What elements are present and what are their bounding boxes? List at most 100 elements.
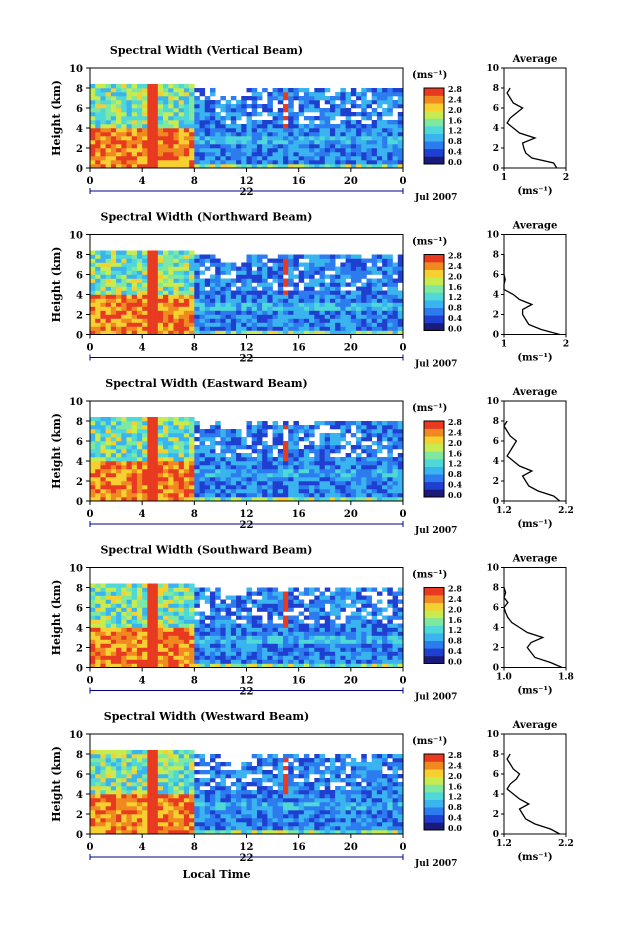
- heatmap-cell: [397, 659, 404, 664]
- heatmap-cell: [272, 310, 279, 315]
- heatmap-cell: [376, 128, 383, 133]
- heatmap-cell: [298, 128, 305, 133]
- heatmap-cell: [168, 595, 174, 600]
- heatmap-cell: [262, 595, 268, 600]
- heatmap-cell: [256, 651, 263, 656]
- heatmap-cell: [152, 322, 159, 327]
- heatmap-cell: [163, 116, 169, 121]
- heatmap-cell: [126, 810, 133, 815]
- heatmap-cell: [246, 481, 253, 486]
- heatmap-cell: [147, 481, 153, 486]
- heatmap-cell: [376, 302, 383, 307]
- heatmap-cell: [100, 465, 106, 470]
- heatmap-cell: [126, 266, 133, 271]
- heatmap-cell: [392, 128, 399, 133]
- heatmap-cell: [136, 104, 143, 109]
- heatmap-cell: [298, 643, 305, 648]
- heatmap-cell: [168, 489, 174, 494]
- heatmap-cell: [95, 477, 101, 482]
- heatmap-cell: [95, 282, 101, 287]
- heatmap-cell: [272, 140, 279, 145]
- heatmap-cell: [236, 603, 242, 608]
- heatmap-cell: [230, 627, 237, 632]
- heatmap-cell: [236, 318, 242, 323]
- heatmap-cell: [110, 136, 117, 141]
- heatmap-cell: [131, 639, 138, 644]
- heatmap-cell: [199, 144, 206, 149]
- heatmap-cell: [178, 453, 185, 458]
- heatmap-cell: [209, 314, 216, 319]
- heatmap-cell: [116, 782, 122, 787]
- heatmap-cell: [136, 651, 143, 656]
- heatmap-cell: [131, 322, 138, 327]
- heatmap-cell: [251, 643, 258, 648]
- heatmap-cell: [392, 489, 399, 494]
- heatmap-cell: [303, 465, 310, 470]
- heatmap-cell: [246, 489, 253, 494]
- heatmap-cell: [303, 639, 310, 644]
- heatmap-cell: [283, 310, 289, 315]
- heatmap-cell: [314, 655, 320, 660]
- heatmap-cell: [100, 445, 106, 450]
- heatmap-cell: [314, 290, 320, 295]
- heatmap-cell: [178, 322, 185, 327]
- heatmap-cell: [392, 156, 399, 161]
- heatmap-cell: [209, 663, 216, 668]
- heatmap-cell: [397, 485, 404, 490]
- heatmap-cell: [324, 88, 331, 93]
- heatmap-cell: [147, 651, 153, 656]
- heatmap-cell: [267, 627, 273, 632]
- heatmap-cell: [225, 108, 232, 113]
- heatmap-cell: [105, 128, 112, 133]
- heatmap-cell: [288, 254, 294, 259]
- heatmap-cell: [163, 294, 169, 299]
- heatmap-cell: [241, 164, 247, 169]
- heatmap-cell: [356, 318, 362, 323]
- heatmap-cell: [157, 599, 164, 604]
- heatmap-cell: [236, 651, 242, 656]
- heatmap-cell: [215, 326, 221, 331]
- heatmap-cell: [283, 330, 289, 335]
- heatmap-cell: [90, 266, 96, 271]
- heatmap-cell: [152, 615, 159, 620]
- heatmap-cell: [105, 136, 112, 141]
- heatmap-cell: [142, 148, 148, 153]
- heatmap-cell: [199, 310, 206, 315]
- heatmap-cell: [90, 429, 96, 434]
- heatmap-cell: [126, 330, 133, 335]
- heatmap-cell: [256, 330, 263, 335]
- colorbar-segment: [424, 103, 444, 112]
- heatmap-cell: [183, 120, 190, 125]
- heatmap-cell: [157, 417, 164, 422]
- heatmap-cell: [262, 497, 268, 502]
- heatmap-cell: [283, 457, 289, 462]
- heatmap-cell: [345, 254, 352, 259]
- heatmap-cell: [215, 274, 221, 279]
- heatmap-cell: [110, 290, 117, 295]
- heatmap-cell: [376, 100, 383, 105]
- heatmap-cell: [163, 587, 169, 592]
- heatmap-cell: [241, 266, 247, 271]
- heatmap-cell: [272, 116, 279, 121]
- heatmap-cell: [267, 282, 273, 287]
- heatmap-cell: [376, 445, 383, 450]
- heatmap-cell: [199, 485, 206, 490]
- heatmap-cell: [209, 489, 216, 494]
- heatmap-cell: [366, 302, 372, 307]
- heatmap-cell: [288, 112, 294, 117]
- heatmap-cell: [272, 302, 279, 307]
- heatmap-cell: [147, 104, 153, 109]
- heatmap-cell: [131, 786, 138, 791]
- heatmap-cell: [105, 583, 112, 588]
- heatmap-cell: [309, 639, 315, 644]
- heatmap-cell: [309, 306, 315, 311]
- heatmap-cell: [121, 330, 127, 335]
- heatmap-cell: [309, 607, 315, 612]
- heatmap-cell: [256, 433, 263, 438]
- heatmap-cell: [230, 441, 237, 446]
- colorbar-tick-label: 2.0: [448, 604, 462, 614]
- colorbar-tick-label: 0.0: [448, 324, 462, 334]
- heatmap-cell: [142, 314, 148, 319]
- heatmap-cell: [147, 128, 153, 133]
- heatmap-cell: [272, 298, 279, 303]
